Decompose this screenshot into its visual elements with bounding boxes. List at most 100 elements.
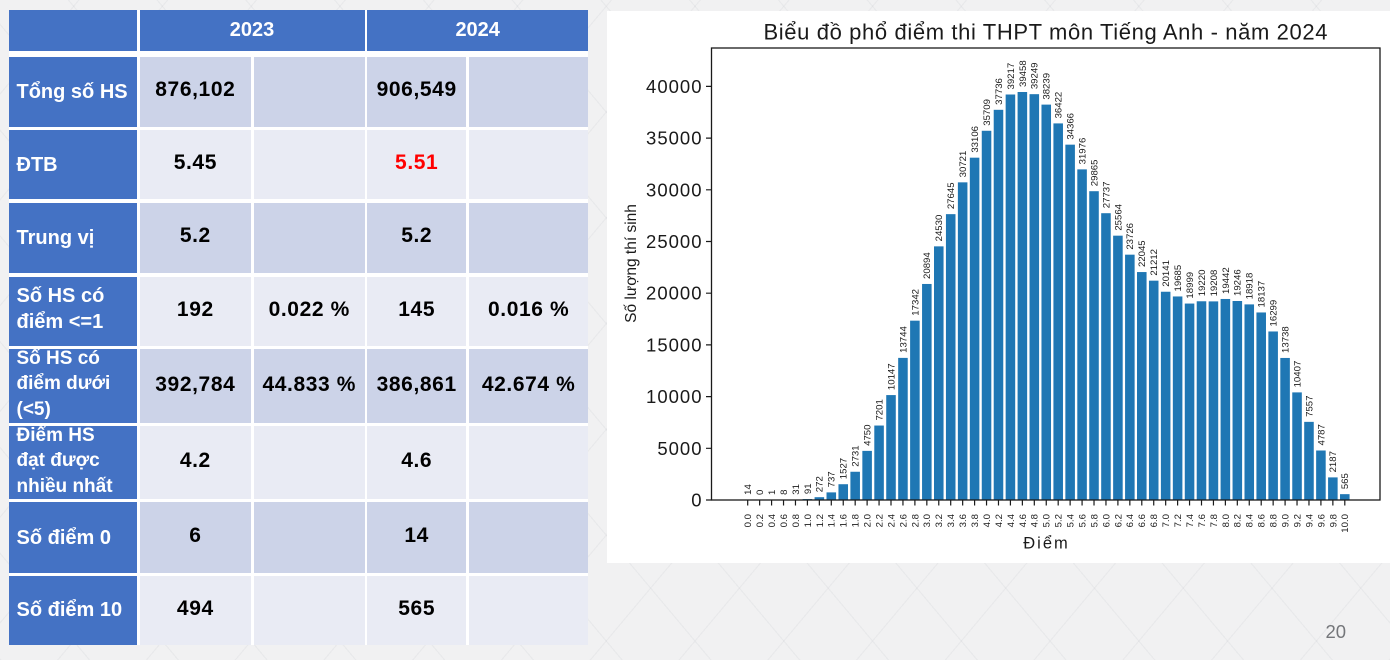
svg-text:9.6: 9.6 [1316, 514, 1327, 527]
svg-text:737: 737 [827, 471, 838, 487]
svg-text:13738: 13738 [1280, 326, 1291, 353]
svg-text:4.2: 4.2 [994, 514, 1005, 527]
svg-text:10000: 10000 [646, 386, 702, 407]
svg-text:15000: 15000 [646, 334, 702, 355]
svg-text:5.4: 5.4 [1066, 513, 1077, 527]
svg-text:7.4: 7.4 [1185, 513, 1196, 527]
svg-text:2187: 2187 [1328, 451, 1339, 472]
svg-text:39249: 39249 [1030, 62, 1041, 89]
svg-text:0.2: 0.2 [755, 514, 766, 527]
svg-text:33106: 33106 [970, 126, 981, 153]
svg-text:13744: 13744 [898, 326, 909, 353]
svg-text:1.6: 1.6 [839, 514, 850, 527]
svg-text:18137: 18137 [1257, 281, 1268, 308]
svg-text:17342: 17342 [910, 289, 921, 316]
svg-text:19220: 19220 [1197, 270, 1208, 297]
svg-text:9.0: 9.0 [1280, 514, 1291, 527]
svg-text:18999: 18999 [1185, 272, 1196, 299]
svg-text:0.0: 0.0 [743, 514, 754, 527]
svg-text:1527: 1527 [839, 458, 850, 479]
svg-text:20894: 20894 [922, 252, 933, 279]
svg-text:0: 0 [755, 490, 766, 495]
svg-text:30000: 30000 [646, 179, 702, 200]
svg-text:4.0: 4.0 [982, 514, 993, 527]
svg-text:2731: 2731 [851, 445, 862, 466]
svg-text:18918: 18918 [1245, 273, 1256, 300]
svg-text:37736: 37736 [994, 78, 1005, 105]
svg-text:8.2: 8.2 [1233, 514, 1244, 527]
svg-text:2.8: 2.8 [910, 514, 921, 527]
svg-text:6.0: 6.0 [1101, 514, 1112, 527]
svg-text:1: 1 [767, 490, 778, 495]
svg-text:6.8: 6.8 [1149, 514, 1160, 527]
svg-text:19208: 19208 [1209, 270, 1220, 297]
svg-text:10.0: 10.0 [1340, 514, 1351, 533]
svg-text:39458: 39458 [1018, 60, 1029, 87]
svg-text:8.0: 8.0 [1221, 514, 1232, 527]
svg-text:6.4: 6.4 [1125, 513, 1136, 527]
svg-text:30721: 30721 [958, 151, 969, 178]
svg-text:21212: 21212 [1149, 249, 1160, 276]
svg-text:8.4: 8.4 [1245, 513, 1256, 527]
svg-text:3.2: 3.2 [934, 514, 945, 527]
svg-text:5.6: 5.6 [1077, 514, 1088, 527]
svg-text:2.4: 2.4 [886, 513, 897, 527]
svg-text:1.0: 1.0 [803, 514, 814, 527]
svg-text:27645: 27645 [946, 182, 957, 209]
svg-text:36422: 36422 [1054, 92, 1065, 119]
svg-text:35000: 35000 [646, 128, 702, 149]
svg-text:7.2: 7.2 [1173, 514, 1184, 527]
svg-text:20141: 20141 [1161, 260, 1172, 287]
svg-text:23726: 23726 [1125, 223, 1136, 250]
svg-text:34366: 34366 [1066, 113, 1077, 140]
svg-text:7.8: 7.8 [1209, 514, 1220, 527]
svg-text:38239: 38239 [1042, 73, 1053, 100]
svg-text:1.2: 1.2 [815, 514, 826, 527]
svg-text:2.2: 2.2 [874, 514, 885, 527]
svg-text:2.6: 2.6 [898, 514, 909, 527]
svg-text:0.6: 0.6 [779, 514, 790, 527]
svg-text:3.6: 3.6 [958, 514, 969, 527]
svg-text:10407: 10407 [1292, 361, 1303, 388]
svg-text:4.6: 4.6 [1018, 514, 1029, 527]
svg-text:8.8: 8.8 [1269, 514, 1280, 527]
svg-text:7.0: 7.0 [1161, 514, 1172, 527]
svg-text:4.8: 4.8 [1030, 514, 1041, 527]
svg-text:10147: 10147 [886, 363, 897, 390]
svg-text:25564: 25564 [1113, 203, 1124, 230]
svg-text:5.2: 5.2 [1054, 514, 1065, 527]
svg-text:1.8: 1.8 [851, 514, 862, 527]
svg-text:39217: 39217 [1006, 63, 1017, 90]
svg-text:4750: 4750 [863, 425, 874, 446]
svg-text:91: 91 [803, 483, 814, 494]
svg-text:8: 8 [779, 490, 790, 495]
svg-text:31976: 31976 [1077, 138, 1088, 165]
svg-text:31: 31 [791, 484, 802, 495]
svg-text:16299: 16299 [1269, 300, 1280, 327]
svg-text:3.0: 3.0 [922, 514, 933, 527]
svg-text:40000: 40000 [646, 76, 702, 97]
svg-text:7.6: 7.6 [1197, 514, 1208, 527]
svg-text:8.6: 8.6 [1257, 514, 1268, 527]
svg-text:0.8: 0.8 [791, 514, 802, 527]
svg-text:272: 272 [815, 476, 826, 492]
svg-text:4787: 4787 [1316, 424, 1327, 445]
svg-text:565: 565 [1340, 473, 1351, 489]
svg-text:7557: 7557 [1304, 396, 1315, 417]
svg-text:25000: 25000 [646, 231, 702, 252]
svg-text:35709: 35709 [982, 99, 993, 126]
svg-text:3.4: 3.4 [946, 513, 957, 527]
svg-text:19442: 19442 [1221, 267, 1232, 294]
svg-text:9.2: 9.2 [1292, 514, 1303, 527]
svg-text:27737: 27737 [1101, 182, 1112, 209]
svg-text:3.8: 3.8 [970, 514, 981, 527]
svg-text:29865: 29865 [1089, 160, 1100, 187]
svg-text:5000: 5000 [657, 438, 702, 459]
svg-text:7201: 7201 [874, 399, 885, 420]
svg-text:20000: 20000 [646, 283, 702, 304]
svg-text:19685: 19685 [1173, 265, 1184, 292]
svg-text:22045: 22045 [1137, 240, 1148, 267]
svg-text:19246: 19246 [1233, 269, 1244, 296]
svg-text:5.0: 5.0 [1042, 514, 1053, 527]
svg-text:0.4: 0.4 [767, 513, 778, 527]
